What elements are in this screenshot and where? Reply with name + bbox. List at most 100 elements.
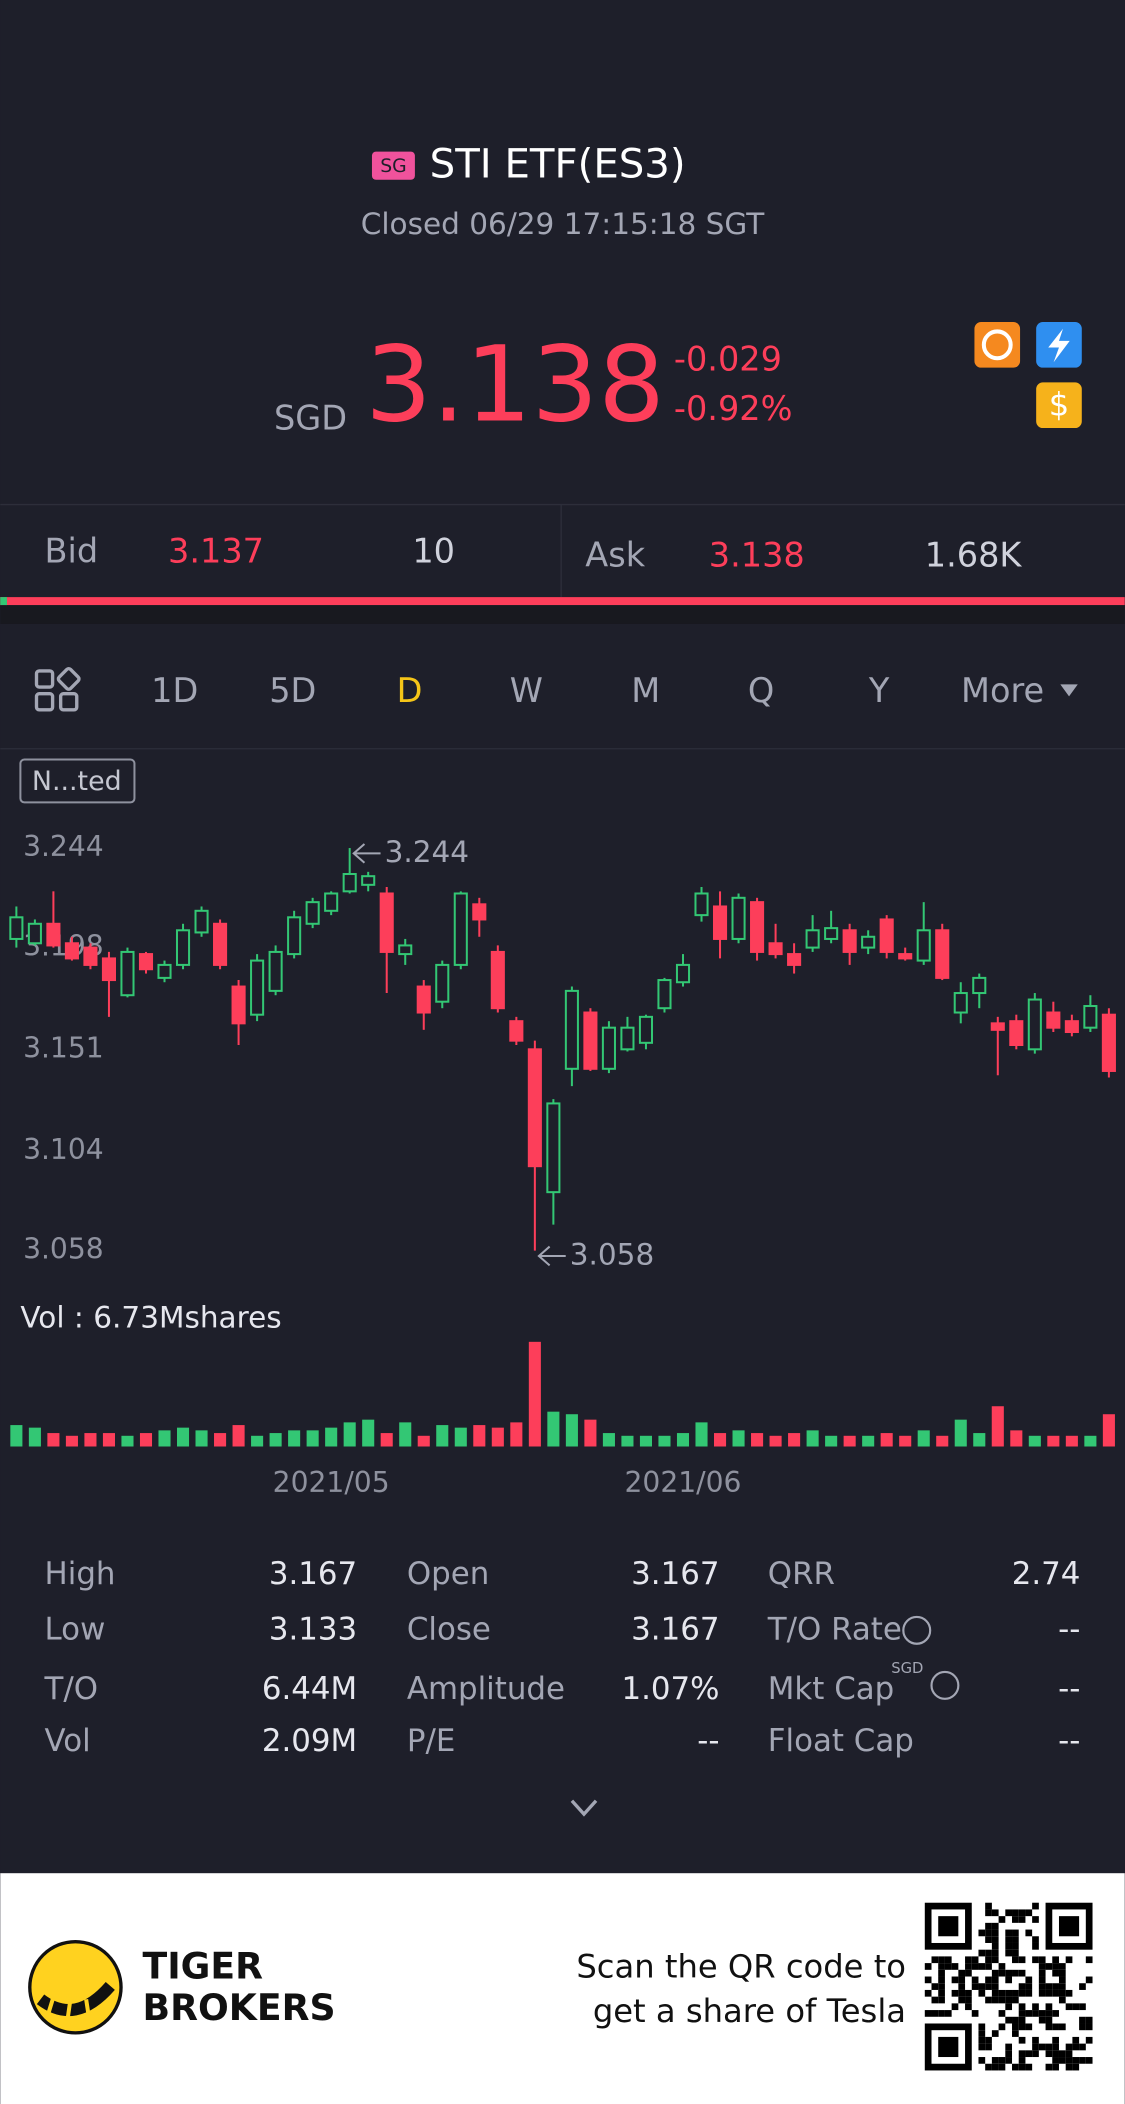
period-tab[interactable]: 5D	[269, 671, 316, 710]
volume-bar	[417, 1435, 430, 1447]
volume-bar	[732, 1430, 745, 1447]
info-icons[interactable]	[902, 1615, 960, 1700]
period-tabs: 1D 5D D W M Q Y More	[34, 667, 1078, 712]
stat-value: 3.133	[269, 1612, 357, 1648]
qr-module	[1065, 1956, 1073, 1964]
annotation-label: 3.058	[570, 1237, 655, 1271]
qr-module	[938, 1983, 945, 1990]
qr-module	[1072, 2043, 1080, 2051]
qr-module	[1072, 2063, 1080, 2071]
dropdown-caret[interactable]	[1060, 684, 1078, 697]
stat-label: Mkt Cap	[768, 1671, 894, 1707]
qr-module	[1012, 1916, 1019, 1923]
stat-label: High	[45, 1556, 116, 1592]
period-tab[interactable]: M	[631, 671, 660, 710]
candle-body	[601, 1026, 616, 1070]
period-tab[interactable]: More	[961, 671, 1044, 710]
qr-module	[1052, 2063, 1059, 2071]
qr-module	[1079, 1983, 1086, 1990]
qr-module	[1052, 2050, 1059, 2058]
qr-module	[1058, 1983, 1066, 1990]
period-tab[interactable]: D	[397, 671, 423, 710]
spacer	[0, 605, 1125, 624]
indicator-button[interactable]	[19, 758, 136, 804]
volume-bar	[769, 1435, 782, 1447]
qr-module	[931, 1996, 939, 2004]
qr-module	[1085, 2036, 1093, 2044]
qr-module	[1045, 2003, 1053, 2011]
icon-yellow[interactable]	[1036, 382, 1082, 429]
qr-module	[1025, 1909, 1033, 1917]
qr-module	[1045, 1989, 1053, 1997]
qr-module	[1012, 1989, 1019, 1997]
qr-module	[938, 1989, 945, 1997]
stat-label: T/O	[44, 1671, 99, 1707]
qr-module	[1012, 2063, 1019, 2071]
candle-body	[1027, 998, 1042, 1051]
bid-price: 3.137	[168, 531, 264, 570]
qr-module	[1032, 1956, 1039, 1964]
candle-body	[898, 953, 913, 960]
qr-module	[1032, 2050, 1039, 2058]
candle-body	[972, 976, 987, 995]
candle-body	[953, 992, 968, 1014]
depth-bar-ask	[0, 597, 1125, 606]
qr-module	[1038, 2016, 1046, 2024]
volume-bar	[899, 1435, 912, 1447]
qr-module	[1005, 1969, 1013, 1977]
qr-module	[1018, 2010, 1026, 2017]
qr-module	[924, 2010, 932, 2017]
icon-orange[interactable]	[974, 322, 1021, 368]
volume-bar	[251, 1435, 264, 1447]
icon-glyph: $	[1049, 386, 1069, 424]
stat-value: --	[1058, 1671, 1080, 1707]
qr-module	[985, 2036, 992, 2044]
qr-module	[985, 1956, 992, 1964]
volume-bar	[158, 1430, 171, 1447]
qr-module	[985, 1976, 992, 1984]
qr-module	[1038, 2043, 1046, 2051]
qr-module	[1005, 1942, 1013, 1950]
qr-module	[991, 1936, 999, 1943]
stat-value: 2.09M	[262, 1723, 357, 1759]
feature-icons[interactable]: $	[974, 322, 1082, 429]
period-tab[interactable]: Y	[868, 671, 890, 710]
qr-module	[1018, 1916, 1026, 1923]
volume-bar	[547, 1411, 560, 1447]
period-tab[interactable]: 1D	[151, 671, 198, 710]
volume-bar	[565, 1414, 578, 1447]
qr-module	[1085, 1956, 1093, 1964]
qr-module	[1072, 2057, 1080, 2064]
qr-module	[938, 2010, 945, 2017]
volume-bar	[195, 1430, 208, 1447]
indicator-label[interactable]: N...ted	[32, 766, 122, 797]
candle-body	[805, 929, 820, 949]
qr-module	[1012, 1956, 1019, 1964]
qr-module	[1072, 2036, 1080, 2044]
period-tab[interactable]: W	[510, 671, 543, 710]
qr-module	[1045, 1983, 1053, 1990]
stat-value: 6.44M	[262, 1671, 357, 1707]
volume-bar	[1084, 1435, 1097, 1447]
qr-module	[971, 1956, 979, 1964]
y-tick-label: 3.058	[23, 1233, 104, 1266]
period-tab[interactable]: Q	[748, 671, 774, 710]
qr-module	[1058, 2050, 1066, 2058]
candle-body	[564, 989, 579, 1070]
qr-module	[1025, 2010, 1033, 2017]
candle-body	[64, 942, 79, 960]
candle-body	[250, 959, 265, 1016]
layout-toggle[interactable]	[34, 667, 81, 712]
candle-body	[879, 918, 894, 953]
qr-module	[965, 1969, 972, 1977]
change: -0.029	[674, 339, 782, 378]
expand-chevron[interactable]	[570, 1799, 598, 1817]
candle-body	[620, 1026, 635, 1051]
qr-module	[991, 1976, 999, 1984]
qr-module	[985, 1996, 992, 2004]
status: Closed 06/29 17:15:18 SGT	[361, 207, 765, 241]
candle-body	[287, 916, 302, 956]
candle-body	[824, 927, 839, 940]
volume-bar	[139, 1433, 153, 1447]
